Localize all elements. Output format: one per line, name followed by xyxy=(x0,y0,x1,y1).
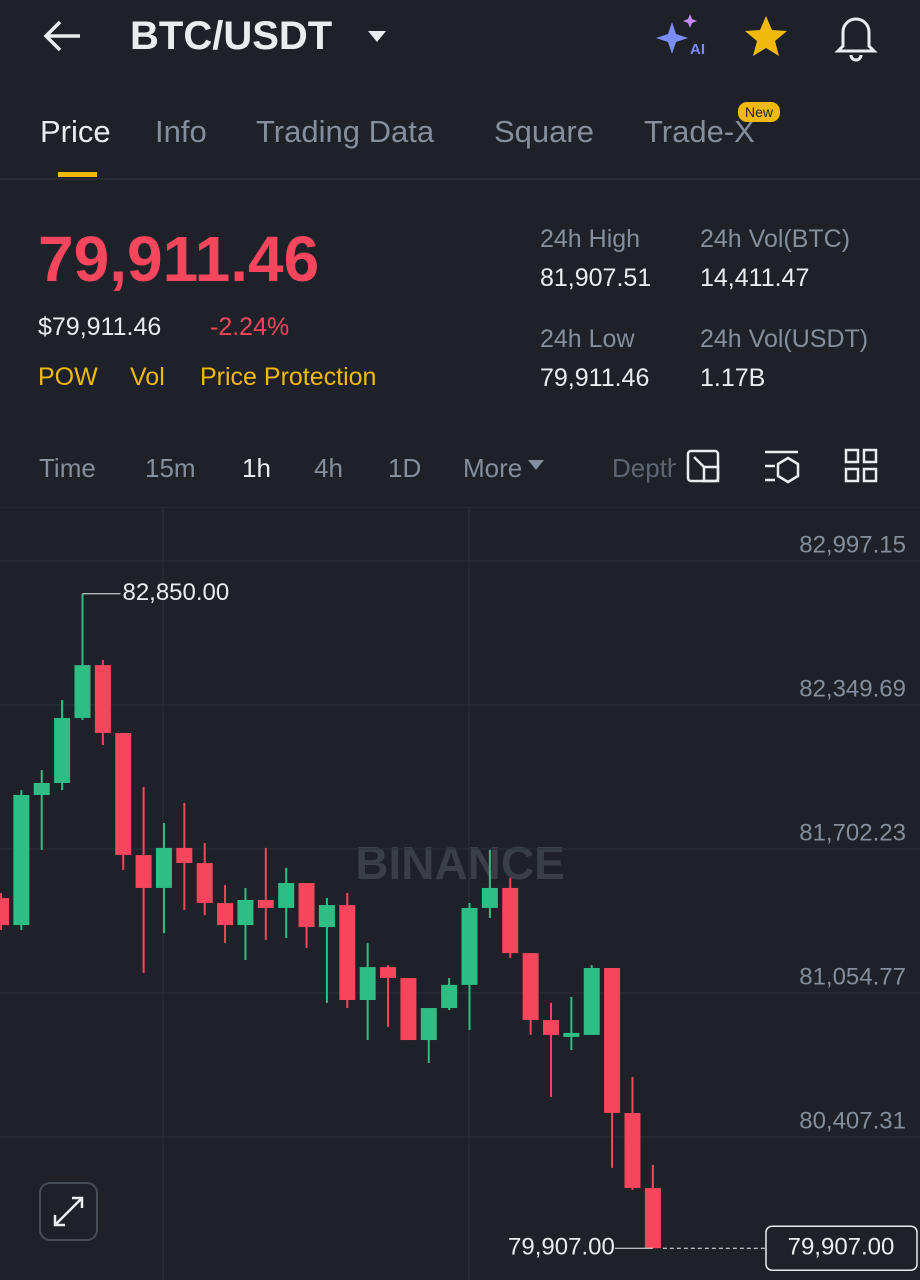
pair-title[interactable]: BTC/USDT xyxy=(130,14,333,58)
stat-label: 24h Vol(USDT) xyxy=(700,325,869,353)
expand-button[interactable] xyxy=(39,1182,98,1241)
more-dropdown[interactable] xyxy=(528,460,544,470)
ai-icon[interactable] xyxy=(656,22,688,54)
candle-body xyxy=(400,978,417,1041)
stat-label: 24h High xyxy=(540,225,641,253)
candle-body xyxy=(522,953,539,1021)
tab[interactable]: Info xyxy=(155,114,207,149)
y-tick-label: 81,702.23 xyxy=(799,819,906,846)
annotation: 82,850.00 xyxy=(122,579,229,606)
y-tick-label: 82,349.69 xyxy=(799,675,906,702)
stat-label: 24h Vol(BTC) xyxy=(700,225,851,253)
tab[interactable]: Square xyxy=(494,114,594,149)
candle-body xyxy=(563,1032,580,1037)
tab[interactable]: Trading Data xyxy=(256,114,435,149)
candle-body xyxy=(217,903,234,926)
tab[interactable]: Trade-X xyxy=(644,114,755,149)
candle-body xyxy=(441,984,458,1009)
candle-body xyxy=(33,782,50,795)
candle-body xyxy=(94,665,111,733)
candle-body xyxy=(176,847,193,864)
candle-body xyxy=(644,1187,661,1249)
candle-body xyxy=(318,905,335,928)
header-icons: AI xyxy=(0,14,920,484)
ai-sparkle xyxy=(683,14,697,28)
candle-body xyxy=(339,905,356,1001)
candle-body xyxy=(583,967,600,1035)
candle-body xyxy=(624,1112,641,1188)
candle-body xyxy=(359,967,376,1001)
candle-body xyxy=(196,863,213,904)
ai-label: AI xyxy=(690,41,705,58)
candle-body xyxy=(257,899,274,908)
tag[interactable]: Vol xyxy=(130,363,165,391)
candle-body xyxy=(0,897,9,926)
tag[interactable]: Price Protection xyxy=(200,363,377,391)
pair-dropdown[interactable] xyxy=(368,31,386,42)
interval[interactable]: 4h xyxy=(314,453,343,483)
last-price: 79,911.46 xyxy=(38,223,320,295)
candle-body xyxy=(74,665,91,719)
candle-body xyxy=(461,907,478,985)
candle-body xyxy=(278,883,295,908)
candle-body xyxy=(155,847,172,888)
interval[interactable]: 15m xyxy=(145,453,196,483)
candle-body xyxy=(481,887,498,908)
stat-value: 14,411.47 xyxy=(700,264,810,292)
bell-icon[interactable] xyxy=(834,17,878,62)
stat-value: 81,907.51 xyxy=(540,264,652,292)
tab[interactable]: Price xyxy=(40,114,111,149)
candlestick-chart: BINANCE 82,997.15 82,349.69 81,702.23 81,05… xyxy=(0,507,920,1280)
stat-value: 1.17B xyxy=(700,364,766,392)
usd-price: $79,911.46 xyxy=(38,313,162,341)
price-change: -2.24% xyxy=(210,313,290,341)
candle-body xyxy=(135,855,152,888)
candle-body xyxy=(54,718,71,783)
watermark: BINANCE xyxy=(355,837,565,889)
chart-tools[interactable] xyxy=(686,448,878,484)
interval[interactable]: 1D xyxy=(388,453,422,483)
stat-label: 24h Low xyxy=(540,325,635,353)
new-badge: New xyxy=(738,102,781,122)
candle-body xyxy=(502,887,519,954)
interval[interactable]: Depth xyxy=(612,453,676,483)
back-arrow[interactable] xyxy=(43,20,80,52)
current-price-box xyxy=(765,1225,918,1271)
annotation: 79,907.00 xyxy=(508,1234,615,1261)
candle-body xyxy=(237,899,254,926)
candle-body xyxy=(604,967,621,1113)
interval[interactable]: 1h xyxy=(242,453,271,483)
current-price-label: 79,907.00 xyxy=(788,1234,895,1261)
interval[interactable]: More xyxy=(463,453,523,483)
y-tick-label: 81,054.77 xyxy=(799,963,906,990)
candle-body xyxy=(380,967,397,979)
candle-body xyxy=(542,1020,559,1035)
candle-body xyxy=(115,732,132,856)
interval[interactable]: Time xyxy=(39,453,96,483)
tab-underline xyxy=(58,172,97,177)
candle-body xyxy=(420,1008,437,1041)
candle-body xyxy=(13,794,30,926)
stat-value: 79,911.46 xyxy=(540,364,650,392)
favorite-star[interactable] xyxy=(745,16,787,56)
y-tick-label: 80,407.31 xyxy=(799,1107,906,1134)
tag[interactable]: POW xyxy=(38,363,98,391)
y-tick-label: 82,997.15 xyxy=(799,531,906,558)
candle-body xyxy=(298,883,315,928)
expand-icon xyxy=(53,1196,84,1227)
